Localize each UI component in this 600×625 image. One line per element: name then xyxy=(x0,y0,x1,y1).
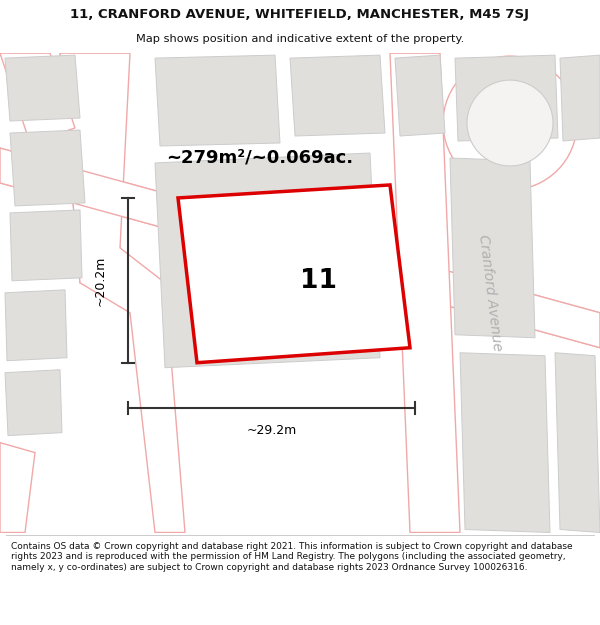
Polygon shape xyxy=(455,55,558,141)
Text: Cranford Avenue: Cranford Avenue xyxy=(476,234,504,352)
Text: ~20.2m: ~20.2m xyxy=(94,255,107,306)
Polygon shape xyxy=(5,55,80,121)
Polygon shape xyxy=(0,148,600,348)
Polygon shape xyxy=(390,53,460,532)
Polygon shape xyxy=(0,53,75,143)
Circle shape xyxy=(467,80,553,166)
Polygon shape xyxy=(5,290,67,361)
Text: ~29.2m: ~29.2m xyxy=(247,424,296,437)
Circle shape xyxy=(443,56,577,190)
Text: 11, CRANFORD AVENUE, WHITEFIELD, MANCHESTER, M45 7SJ: 11, CRANFORD AVENUE, WHITEFIELD, MANCHES… xyxy=(71,8,530,21)
Text: Contains OS data © Crown copyright and database right 2021. This information is : Contains OS data © Crown copyright and d… xyxy=(11,542,572,571)
Polygon shape xyxy=(460,352,550,532)
Polygon shape xyxy=(395,55,445,136)
Polygon shape xyxy=(5,370,62,436)
Polygon shape xyxy=(290,55,385,136)
Polygon shape xyxy=(155,55,280,146)
Text: 11: 11 xyxy=(300,268,337,294)
Polygon shape xyxy=(450,158,535,338)
Text: Map shows position and indicative extent of the property.: Map shows position and indicative extent… xyxy=(136,34,464,44)
Polygon shape xyxy=(60,53,185,532)
Polygon shape xyxy=(560,55,600,141)
Polygon shape xyxy=(155,153,380,368)
Text: ~279m²/~0.069ac.: ~279m²/~0.069ac. xyxy=(166,149,353,167)
Polygon shape xyxy=(178,185,410,362)
Polygon shape xyxy=(555,352,600,532)
Polygon shape xyxy=(10,210,82,281)
Polygon shape xyxy=(0,442,35,532)
Polygon shape xyxy=(10,130,85,206)
